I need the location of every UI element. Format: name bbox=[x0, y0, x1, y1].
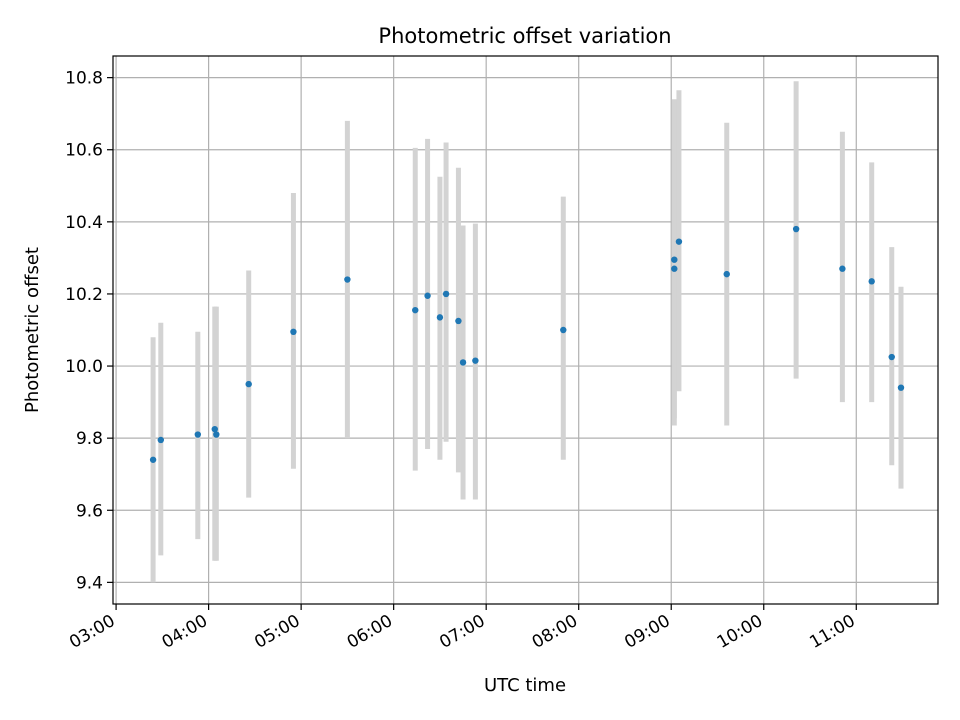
y-tick-label: 10.8 bbox=[65, 69, 103, 89]
y-tick-label: 10.2 bbox=[65, 285, 103, 305]
y-tick-label: 9.4 bbox=[76, 573, 103, 593]
data-point bbox=[868, 278, 875, 285]
chart-title: Photometric offset variation bbox=[378, 24, 671, 48]
plot-frame bbox=[112, 55, 939, 605]
y-axis: 9.4 9.6 9.8 10.0 10.2 10.4 10.6 10.8 bbox=[65, 69, 113, 593]
data-point bbox=[455, 317, 462, 325]
data-points bbox=[149, 225, 905, 463]
data-point bbox=[149, 456, 157, 463]
data-point bbox=[211, 425, 218, 433]
data-point bbox=[194, 431, 202, 438]
data-point bbox=[671, 256, 678, 263]
data-point bbox=[671, 265, 678, 272]
x-axis-label: UTC time bbox=[484, 675, 566, 696]
y-tick-label: 10.6 bbox=[65, 141, 103, 161]
data-point bbox=[424, 292, 431, 299]
data-point bbox=[675, 238, 683, 245]
y-tick-label: 9.6 bbox=[76, 501, 103, 521]
data-point bbox=[472, 357, 479, 364]
data-point bbox=[412, 306, 419, 314]
data-point bbox=[245, 380, 252, 388]
y-tick-label: 10.0 bbox=[65, 357, 103, 377]
data-point bbox=[723, 270, 730, 278]
y-axis-label: Photometric offset bbox=[22, 247, 43, 413]
y-tick-label: 10.4 bbox=[65, 213, 103, 233]
data-point bbox=[560, 326, 567, 334]
data-point bbox=[213, 431, 220, 438]
data-point bbox=[888, 353, 895, 361]
y-tick-label: 9.8 bbox=[76, 429, 103, 449]
data-point bbox=[436, 314, 444, 321]
data-point bbox=[442, 290, 450, 298]
data-point bbox=[290, 328, 297, 336]
data-point bbox=[344, 276, 351, 283]
data-point bbox=[157, 436, 165, 444]
data-point bbox=[792, 225, 800, 233]
data-point bbox=[897, 384, 905, 391]
data-point bbox=[459, 359, 467, 366]
data-point bbox=[839, 265, 846, 272]
